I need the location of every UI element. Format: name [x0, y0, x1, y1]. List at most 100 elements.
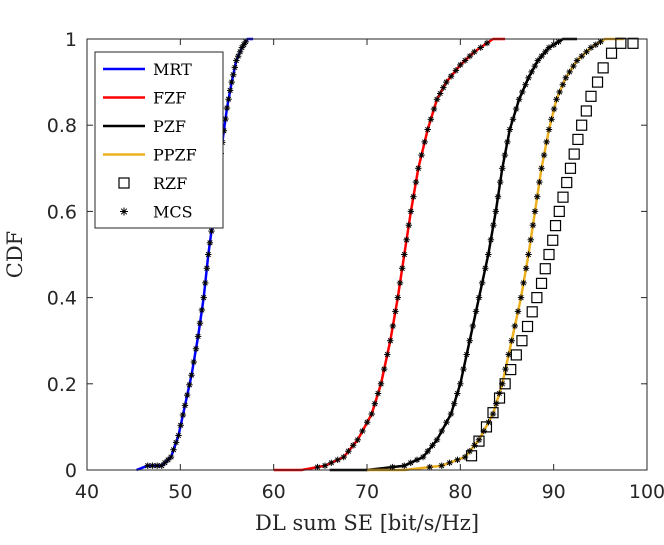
rzf-marker — [465, 450, 478, 462]
fzf-mcs-marker — [430, 105, 438, 113]
mrt-mcs-marker — [184, 391, 191, 399]
pzf-mcs-marker — [542, 48, 549, 55]
x-tick-label: 40 — [75, 481, 99, 503]
ppzf-mcs-marker — [536, 178, 543, 186]
ppzf-mcs-marker — [540, 151, 548, 159]
ppzf-mcs-marker — [534, 193, 541, 200]
pzf-line — [329, 37, 577, 472]
ppzf-mcs-marker — [525, 251, 532, 258]
ppzf-mcs-marker — [508, 337, 515, 344]
rzf-marker — [535, 277, 548, 289]
fzf-mcs-marker — [345, 448, 352, 455]
fzf-mcs-marker — [483, 39, 491, 47]
fzf-mcs-marker — [377, 380, 385, 387]
fzf-mcs-marker — [314, 463, 321, 471]
pzf-mcs-marker — [460, 365, 467, 373]
rzf-marker — [547, 234, 559, 246]
pzf-mcs-marker — [413, 456, 421, 463]
pzf-mcs-marker — [407, 459, 414, 466]
pzf-mcs-marker — [419, 453, 427, 461]
pzf-mcs-marker — [451, 400, 458, 407]
rzf-marker — [510, 349, 522, 361]
pzf-mcs-marker — [515, 96, 523, 103]
fzf-mcs-marker — [381, 365, 388, 373]
x-tick-label: 80 — [448, 481, 472, 503]
rzf-marker — [473, 435, 485, 447]
fzf-mcs-marker — [340, 453, 347, 461]
ppzf-mcs-marker — [548, 116, 555, 123]
ppzf-mcs-marker — [553, 96, 560, 103]
x-tick-label: 60 — [262, 481, 286, 503]
mrt-mcs-marker — [206, 239, 214, 246]
fzf-mcs-marker — [384, 351, 391, 358]
fzf-mcs-marker — [321, 462, 329, 469]
rzf-marker — [557, 191, 569, 203]
fzf-mcs-marker — [427, 116, 434, 123]
legend-label-fzf: FZF — [153, 89, 186, 108]
pzf-mcs-marker — [525, 74, 532, 81]
y-tick-label: 0.6 — [47, 201, 77, 223]
fzf-mcs-marker — [399, 265, 406, 272]
pzf-mcs-marker — [545, 44, 553, 51]
mrt-mcs-marker — [230, 71, 237, 78]
ppzf-mcs-marker — [538, 165, 545, 172]
mrt-mcs-marker — [242, 38, 249, 45]
fzf-mcs-marker — [443, 78, 450, 86]
mrt-mcs-marker — [194, 333, 202, 340]
ppzf-mcs-marker — [566, 68, 573, 76]
pzf-mcs-marker — [469, 322, 476, 330]
fzf-mcs-marker — [418, 151, 425, 159]
pzf-mcs-marker — [463, 351, 470, 358]
fzf-mcs-marker — [407, 208, 415, 215]
mrt-mcs-marker — [202, 279, 209, 287]
fzf-mcs-marker — [433, 96, 441, 103]
pzf-mcs-marker — [438, 427, 445, 435]
pzf-mcs-marker — [443, 419, 450, 426]
mrt-mcs-marker — [186, 381, 193, 388]
pzf-mcs-marker — [522, 81, 529, 88]
fzf-mcs-marker — [328, 459, 335, 466]
mrt-mcs-marker — [172, 439, 180, 446]
ppzf-mcs-marker — [545, 126, 553, 133]
ppzf-mcs-marker — [454, 456, 461, 463]
y-axis-title: CDF — [3, 231, 27, 278]
x-axis-title: DL sum SE [bit/s/Hz] — [255, 511, 479, 535]
pzf-mcs-marker — [389, 463, 396, 471]
ppzf-mcs-marker — [562, 74, 569, 81]
fzf-mcs-marker — [389, 322, 397, 330]
rzf-marker — [597, 62, 609, 74]
rzf-marker — [615, 37, 627, 49]
ppzf-mcs-marker — [587, 44, 595, 51]
rzf-marker — [531, 292, 543, 304]
ppzf-mcs-marker — [489, 410, 497, 418]
fzf-mcs-marker — [461, 57, 469, 64]
rzf-marker — [572, 133, 584, 146]
fzf-mcs-marker — [368, 410, 375, 418]
ppzf-mcs-marker — [583, 48, 590, 55]
rzf-marker — [605, 47, 618, 59]
legend: MRT FZF PZF PPZF RZF MCS — [94, 51, 224, 229]
legend-label-rzf: RZF — [153, 174, 187, 193]
rzf-marker — [499, 378, 511, 390]
x-tick-label: 70 — [355, 481, 379, 503]
legend-box — [94, 51, 224, 229]
pzf-mcs-marker — [482, 265, 489, 272]
mrt-mcs-marker — [231, 64, 238, 71]
mrt-mcs-marker — [200, 294, 207, 301]
y-tick-label: 1 — [65, 29, 77, 51]
fzf-mcs-marker — [457, 61, 464, 69]
ppzf-mcs-marker — [550, 105, 558, 113]
ppzf-mcs-marker — [597, 38, 604, 45]
pzf-mcs-marker — [504, 138, 511, 146]
rzf-marker — [580, 105, 592, 117]
fzf-mcs-marker — [394, 294, 401, 301]
pzf-mcs-marker — [499, 165, 506, 172]
rzf-marker — [526, 306, 538, 318]
ppzf-mcs-marker — [446, 459, 453, 466]
mrt-mcs-marker — [158, 462, 165, 469]
fzf-mcs-marker — [392, 308, 399, 315]
rzf-marker — [505, 363, 517, 376]
fzf-mcs-marker — [437, 90, 444, 97]
fzf-mcs-marker — [354, 436, 361, 443]
rzf-marker — [493, 392, 506, 404]
